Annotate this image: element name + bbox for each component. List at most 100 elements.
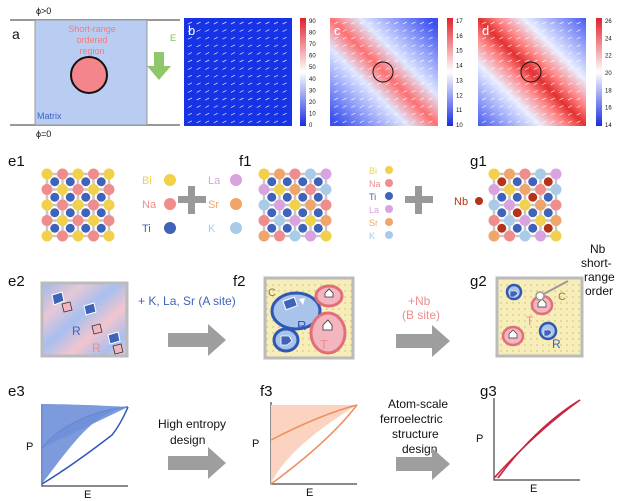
polarization-arrow — [499, 82, 504, 86]
polarization-arrow — [359, 36, 364, 40]
polarization-arrow — [273, 90, 279, 93]
b-site-atom — [298, 208, 308, 218]
polarization-arrow — [248, 67, 253, 70]
polarization-arrow — [524, 36, 530, 40]
b-site-atom — [543, 177, 553, 187]
polarization-arrow — [213, 120, 218, 124]
colorbar-tick: 16 — [605, 106, 612, 112]
polarization-arrow — [428, 59, 433, 63]
polarization-arrow — [282, 59, 287, 63]
polarization-arrow — [576, 44, 581, 48]
high-entropy-label-2: design — [170, 433, 205, 447]
polarization-arrow — [248, 36, 253, 40]
polarization-arrow — [516, 21, 521, 25]
polarization-arrow — [368, 44, 373, 48]
polarization-arrow — [230, 90, 236, 93]
polarization-arrow — [351, 120, 356, 124]
polarization-arrow — [533, 36, 538, 40]
b-site-atom — [65, 177, 75, 187]
polarization-arrow — [205, 90, 210, 93]
polarization-arrow — [411, 44, 416, 48]
a-site-atom — [57, 168, 68, 180]
dipole-arrow — [107, 331, 121, 345]
polarization-arrow — [342, 82, 347, 86]
polarization-arrow — [196, 29, 201, 32]
polarization-arrow — [567, 112, 573, 116]
b-site-atom — [81, 208, 91, 218]
a-site-atom — [504, 199, 515, 211]
polarization-arrow — [402, 97, 407, 101]
polarization-arrow — [559, 105, 564, 108]
legend-label: K — [208, 223, 216, 235]
domain-T-label: T — [320, 337, 328, 352]
a-site-atom — [103, 199, 115, 211]
loop-area-e3 — [42, 404, 128, 448]
legend-label: Bi — [142, 175, 152, 187]
polarization-arrow — [342, 44, 347, 48]
polarization-arrow — [499, 59, 504, 63]
polarization-arrow — [230, 59, 236, 63]
polarization-arrow — [239, 82, 244, 86]
process-arrow-3 — [168, 447, 226, 479]
polarization-arrow — [516, 74, 521, 78]
polarization-arrow — [351, 105, 356, 108]
polarization-arrow — [205, 82, 210, 86]
colorbar-tick: 24 — [605, 36, 612, 42]
a-site-atom — [320, 215, 332, 226]
polarization-arrow — [411, 112, 416, 116]
polarization-arrow — [368, 59, 373, 63]
b-site-atom — [282, 177, 292, 187]
polarization-arrow — [567, 44, 573, 48]
polarization-arrow — [187, 67, 193, 70]
a-site-atom — [274, 230, 285, 242]
polarization-arrow — [282, 67, 287, 70]
polarization-arrow — [222, 120, 227, 124]
a-site-atom — [41, 199, 53, 211]
polarization-arrow — [333, 97, 339, 101]
pe-loop-g3: P E — [476, 398, 581, 495]
b-site-doping-label-2: (B site) — [402, 308, 440, 322]
lattice-g1 — [488, 168, 562, 242]
polarization-arrow — [273, 74, 279, 78]
legend-label: Na — [369, 179, 381, 189]
polarization-arrow — [481, 120, 487, 124]
legend-swatch — [230, 222, 242, 234]
polarization-arrow — [368, 105, 373, 108]
arrow-high-entropy: High entropy design — [158, 417, 226, 479]
a-site-atom — [320, 230, 332, 242]
b-site-atom — [50, 192, 60, 202]
matrix-label: Matrix — [37, 111, 62, 121]
a-site-atom — [488, 230, 500, 242]
polarization-arrow — [419, 105, 425, 108]
nb-note-4: order — [585, 284, 613, 298]
polarization-arrow — [248, 74, 253, 78]
nb-label: Nb — [454, 196, 468, 208]
polarization-arrow — [196, 74, 201, 78]
b-site-atom — [528, 223, 538, 233]
polarization-arrow — [559, 74, 564, 78]
nb-atom — [475, 197, 483, 205]
region-label-2: ordered — [76, 35, 107, 45]
polarization-arrow — [533, 97, 538, 101]
polarization-arrow — [205, 74, 210, 78]
polarization-arrow — [499, 44, 504, 48]
polarization-arrow — [333, 105, 339, 108]
polarization-arrow — [567, 97, 573, 101]
panel-label-f2: f2 — [233, 273, 246, 290]
polarization-arrow — [576, 52, 581, 55]
a-site-atom — [103, 230, 115, 242]
polarization-arrow — [533, 44, 538, 48]
polarization-arrow — [213, 29, 218, 32]
polarization-arrow — [196, 67, 201, 70]
polarization-arrow — [265, 90, 270, 93]
polarization-arrow — [213, 105, 218, 108]
nb-note-2: short- — [581, 256, 612, 270]
polarization-arrow — [205, 67, 210, 70]
a-site-atom — [57, 184, 68, 195]
polarization-arrow — [385, 67, 390, 70]
polarization-arrow — [402, 90, 407, 93]
panel-e2: R R — [40, 281, 129, 358]
polarization-arrow — [481, 82, 487, 86]
panel-label-a: a — [12, 26, 20, 42]
polarization-arrow — [542, 82, 547, 86]
